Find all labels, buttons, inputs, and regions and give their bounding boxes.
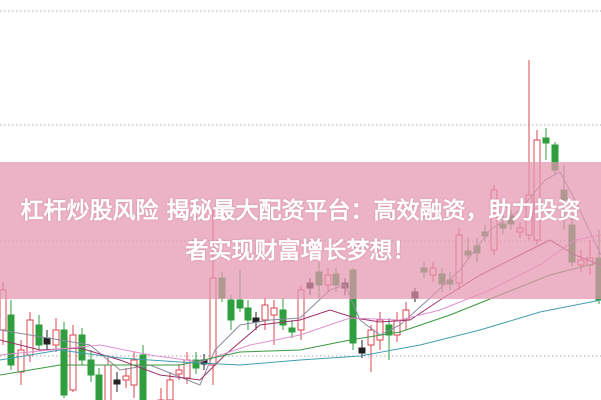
candle-up: [261, 304, 269, 321]
candle-down: [139, 354, 147, 400]
candle-up: [367, 329, 375, 346]
candle-up: [104, 364, 112, 400]
candle-down: [192, 359, 200, 369]
candle-up: [26, 319, 34, 356]
candle-up: [166, 379, 174, 400]
candle-down: [95, 374, 103, 400]
article-title: 杠杆炒股风险 揭秘最大配资平台：高效融资，助力投资者实现财富增长梦想！: [20, 197, 581, 264]
candle-doji: [252, 317, 260, 323]
candle-doji: [43, 337, 51, 345]
title-banner: 杠杆炒股风险 揭秘最大配资平台：高效融资，助力投资者实现财富增长梦想！: [0, 162, 601, 299]
candle-up: [52, 329, 60, 346]
candle-up: [376, 319, 384, 341]
candle-up: [122, 375, 130, 381]
candle-doji: [358, 347, 366, 354]
candle-down: [60, 329, 68, 396]
candle-up: [69, 334, 77, 391]
candle-down: [542, 137, 550, 144]
candle-up: [130, 359, 138, 386]
moving-average-line-5: [0, 299, 601, 366]
candle-down: [279, 309, 287, 326]
candle-up: [270, 307, 278, 316]
candle-down: [288, 327, 296, 333]
candle-down: [236, 299, 244, 309]
candle-up: [175, 369, 183, 375]
candle-doji: [113, 379, 121, 385]
candle-down: [35, 324, 43, 346]
candle-down: [244, 307, 252, 321]
candle-down: [227, 299, 235, 321]
candle-down: [7, 314, 15, 366]
candle-down: [87, 359, 95, 376]
